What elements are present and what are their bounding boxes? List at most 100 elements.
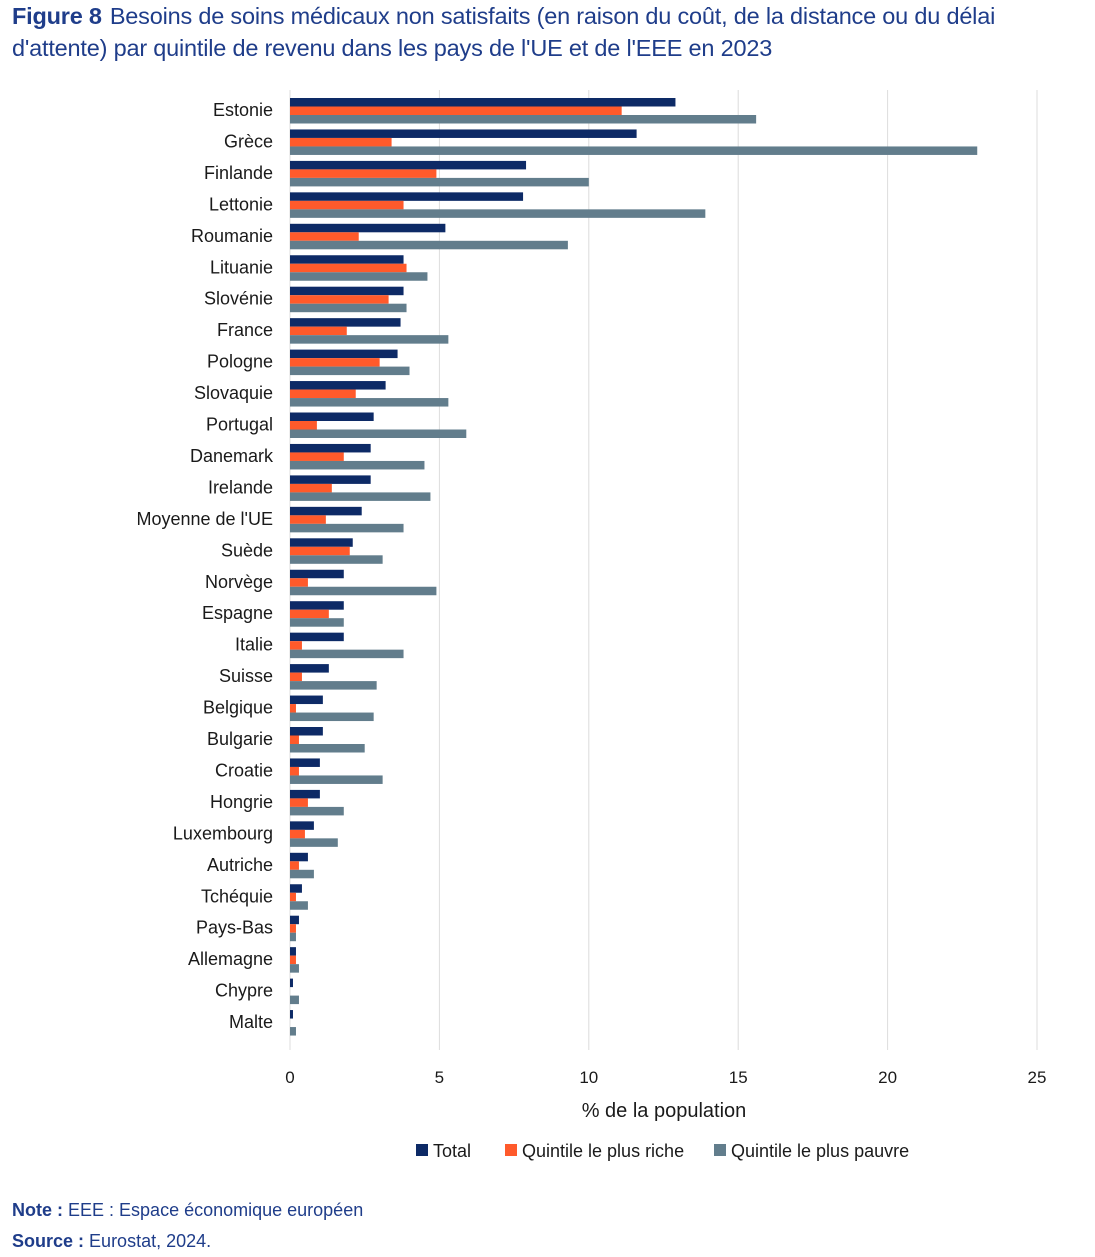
category-label: Danemark <box>190 446 274 466</box>
category-label: Portugal <box>206 415 273 435</box>
bar-rich <box>290 169 437 178</box>
bar-rich <box>290 766 299 776</box>
category-label: Estonie <box>213 100 273 120</box>
chart-title: Figure 8 Besoins de soins médicaux non sa… <box>12 0 1087 64</box>
bar-poor <box>290 398 449 407</box>
bar-total <box>290 192 524 201</box>
figure-label: Figure 8 <box>12 3 102 29</box>
category-label: Malte <box>229 1012 273 1032</box>
bar-rich <box>290 358 380 367</box>
bar-chart: Estonie Grèce Finlande Lettonie Roumanie Litu… <box>136 90 1047 1161</box>
bar-total <box>290 632 344 642</box>
bar-rich <box>290 735 299 744</box>
category-label: Hongrie <box>210 792 273 812</box>
bar-total <box>290 821 314 830</box>
bar-total <box>290 255 404 264</box>
bar-total <box>290 475 371 484</box>
category-label: France <box>217 320 273 340</box>
bar-rich <box>290 295 389 304</box>
bar-poor <box>290 272 428 281</box>
bar-total <box>290 884 302 893</box>
bar-rich <box>290 483 332 493</box>
bar-poor <box>290 429 467 438</box>
bar-rich <box>290 924 296 933</box>
bar-poor <box>290 838 338 847</box>
category-label: Moyenne de l'UE <box>136 509 273 529</box>
note-line: Note : EEE : Espace économique européen <box>12 1195 363 1226</box>
bar-total <box>290 412 374 421</box>
bar-poor <box>290 240 568 250</box>
category-label: Pologne <box>207 352 273 372</box>
bar-poor <box>290 618 344 627</box>
bar-poor <box>290 649 404 659</box>
category-label: Bulgarie <box>207 729 273 749</box>
bar-total <box>290 915 299 925</box>
bar-total <box>290 443 371 453</box>
category-label: Lituanie <box>210 257 273 277</box>
bar-rich <box>290 200 404 210</box>
x-tick-label: 15 <box>729 1068 748 1087</box>
source-text: Eurostat, 2024. <box>89 1231 212 1251</box>
bar-poor <box>290 366 410 376</box>
bar-rich <box>290 704 296 713</box>
category-label: Norvège <box>205 572 273 592</box>
note-text: EEE : Espace économique européen <box>68 1200 364 1220</box>
category-label: Suisse <box>219 666 273 686</box>
bar-total <box>290 381 386 390</box>
bar-total <box>290 538 353 547</box>
bar-poor <box>290 586 437 596</box>
figure-title: Besoins de soins médicaux non satisfaits… <box>12 3 996 61</box>
category-label: Tchéquie <box>201 886 273 906</box>
category-label: Pays-Bas <box>196 918 273 938</box>
bar-rich <box>290 326 347 336</box>
bar-poor <box>290 775 383 784</box>
category-label: Espagne <box>202 603 273 623</box>
x-tick-label: 20 <box>878 1068 897 1087</box>
bar-total <box>290 947 296 956</box>
bar-poor <box>290 303 407 313</box>
bar-poor <box>290 901 308 910</box>
bar-total <box>290 318 401 327</box>
legend-label: Quintile le plus pauvre <box>731 1141 909 1161</box>
legend-swatch <box>505 1144 517 1156</box>
bar-poor <box>290 744 365 753</box>
category-label: Belgique <box>203 698 273 718</box>
bar-rich <box>290 421 317 430</box>
category-label: Italie <box>235 635 273 655</box>
category-label: Chypre <box>215 981 273 1001</box>
bar-poor <box>290 115 757 124</box>
bar-total <box>290 1010 293 1019</box>
bar-total <box>290 160 527 170</box>
bar-poor <box>290 995 299 1005</box>
note-label: Note : <box>12 1200 63 1220</box>
category-label: Grèce <box>224 131 273 151</box>
bar-total <box>290 506 362 516</box>
bar-total <box>290 852 308 862</box>
bar-total <box>290 223 446 233</box>
bar-poor <box>290 335 449 344</box>
bar-rich <box>290 578 308 587</box>
bar-rich <box>290 892 296 902</box>
x-tick-label: 10 <box>579 1068 598 1087</box>
legend-label: Quintile le plus riche <box>522 1141 684 1161</box>
bar-poor <box>290 523 404 533</box>
bar-total <box>290 601 344 610</box>
bar-rich <box>290 106 622 115</box>
source-label: Source : <box>12 1231 85 1251</box>
bar-total <box>290 695 323 705</box>
bar-rich <box>290 452 344 461</box>
bar-rich <box>290 263 407 273</box>
bar-rich <box>290 861 299 870</box>
bar-poor <box>290 177 589 187</box>
bar-rich <box>290 798 308 807</box>
bar-poor <box>290 712 374 722</box>
bar-total <box>290 98 676 107</box>
bar-poor <box>290 869 314 879</box>
x-tick-label: 25 <box>1028 1068 1047 1087</box>
category-label: Slovénie <box>204 289 273 309</box>
x-tick-label: 5 <box>435 1068 444 1087</box>
category-label: Roumanie <box>191 226 273 246</box>
bar-rich <box>290 955 296 965</box>
bar-rich <box>290 546 350 556</box>
bar-poor <box>290 964 299 973</box>
